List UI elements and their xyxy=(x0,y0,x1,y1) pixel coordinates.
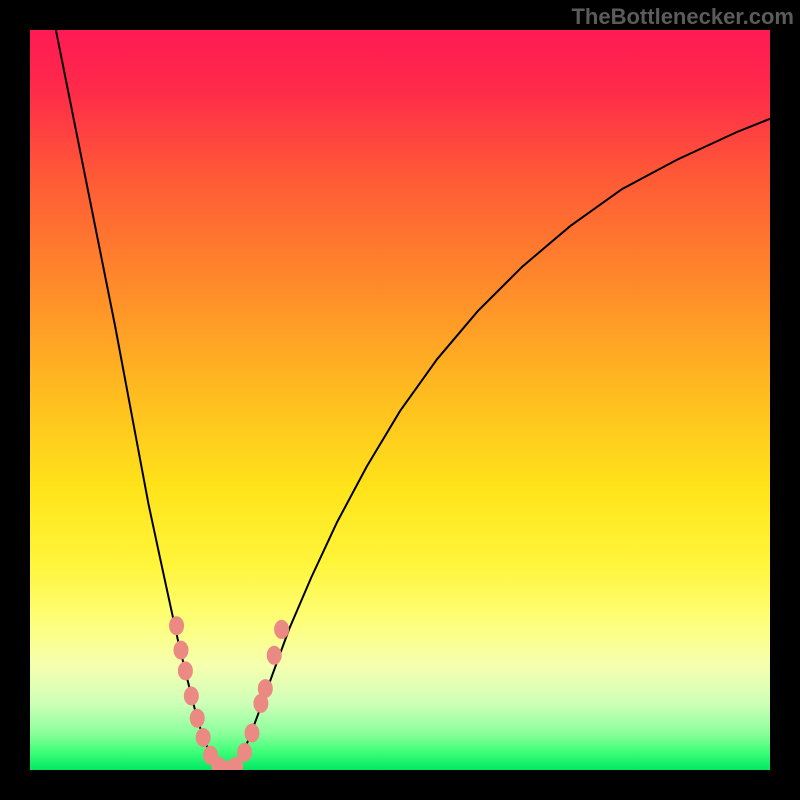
marker-point xyxy=(174,641,188,659)
chart-svg xyxy=(30,30,770,770)
plot-area xyxy=(30,30,770,770)
marker-point xyxy=(245,724,259,742)
marker-point xyxy=(184,687,198,705)
left-curve xyxy=(56,30,224,770)
marker-point xyxy=(275,620,289,638)
marker-point xyxy=(190,709,204,727)
watermark-text: TheBottlenecker.com xyxy=(571,4,794,30)
marker-point xyxy=(196,728,210,746)
right-curve xyxy=(231,119,770,770)
marker-point xyxy=(178,662,192,680)
marker-point xyxy=(170,617,184,635)
marker-group xyxy=(170,617,289,770)
marker-point xyxy=(238,743,252,761)
chart-frame: TheBottlenecker.com xyxy=(0,0,800,800)
marker-point xyxy=(258,680,272,698)
marker-point xyxy=(267,646,281,664)
